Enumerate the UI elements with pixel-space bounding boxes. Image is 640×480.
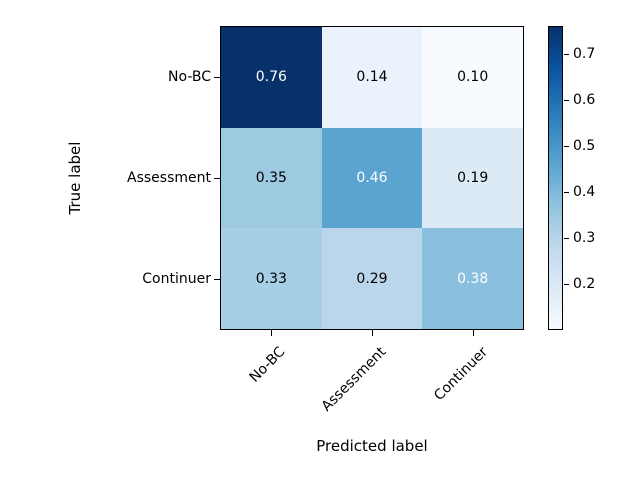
x-tick-label: No-BC xyxy=(246,344,288,386)
x-tick-label: Assessment xyxy=(318,344,390,415)
heatmap-grid: 0.76 0.14 0.10 0.35 0.46 0.19 0.33 0.29 0.38 xyxy=(220,26,524,330)
x-tick-label: Continuer xyxy=(430,344,491,404)
x-tick-mark xyxy=(473,330,475,336)
matrix-cell-r0-c0: 0.76 xyxy=(221,27,322,128)
y-tick-mark xyxy=(214,178,220,179)
x-tick-mark xyxy=(270,330,272,336)
colorbar-tick-label: 0.5 xyxy=(573,137,596,154)
x-tick-mark xyxy=(372,330,373,336)
colorbar xyxy=(548,26,563,330)
x-axis-title: Predicted label xyxy=(316,437,428,455)
matrix-cell-r0-c1: 0.14 xyxy=(321,27,423,128)
y-tick-label: Assessment xyxy=(127,170,211,186)
colorbar-tick-mark xyxy=(564,237,569,239)
matrix-cell-r2-c1: 0.29 xyxy=(321,228,423,329)
matrix-cell-r1-c0: 0.35 xyxy=(221,127,322,229)
y-tick-mark xyxy=(214,279,220,281)
matrix-cell-r1-c1: 0.46 xyxy=(321,127,423,229)
y-tick-label: Continuer xyxy=(142,271,211,288)
colorbar-tick-label: 0.4 xyxy=(573,183,596,200)
colorbar-tick-mark xyxy=(564,99,569,101)
matrix-cell-r1-c2: 0.19 xyxy=(422,127,523,229)
matrix-cell-r0-c2: 0.10 xyxy=(422,27,523,128)
colorbar-tick-label: 0.2 xyxy=(573,275,596,292)
y-tick-label: No-BC xyxy=(168,68,211,85)
y-tick-mark xyxy=(214,76,220,78)
colorbar-tick-mark xyxy=(564,53,569,55)
colorbar-tick-mark xyxy=(564,191,569,193)
colorbar-tick-label: 0.6 xyxy=(573,91,596,108)
colorbar-tick-mark xyxy=(564,283,569,285)
y-axis-title: True label xyxy=(66,141,84,215)
matrix-cell-r2-c2: 0.38 xyxy=(422,228,523,329)
matrix-cell-r2-c0: 0.33 xyxy=(221,228,322,329)
colorbar-tick-label: 0.7 xyxy=(573,45,596,62)
colorbar-tick-mark xyxy=(564,145,569,147)
colorbar-tick-label: 0.3 xyxy=(573,229,596,246)
